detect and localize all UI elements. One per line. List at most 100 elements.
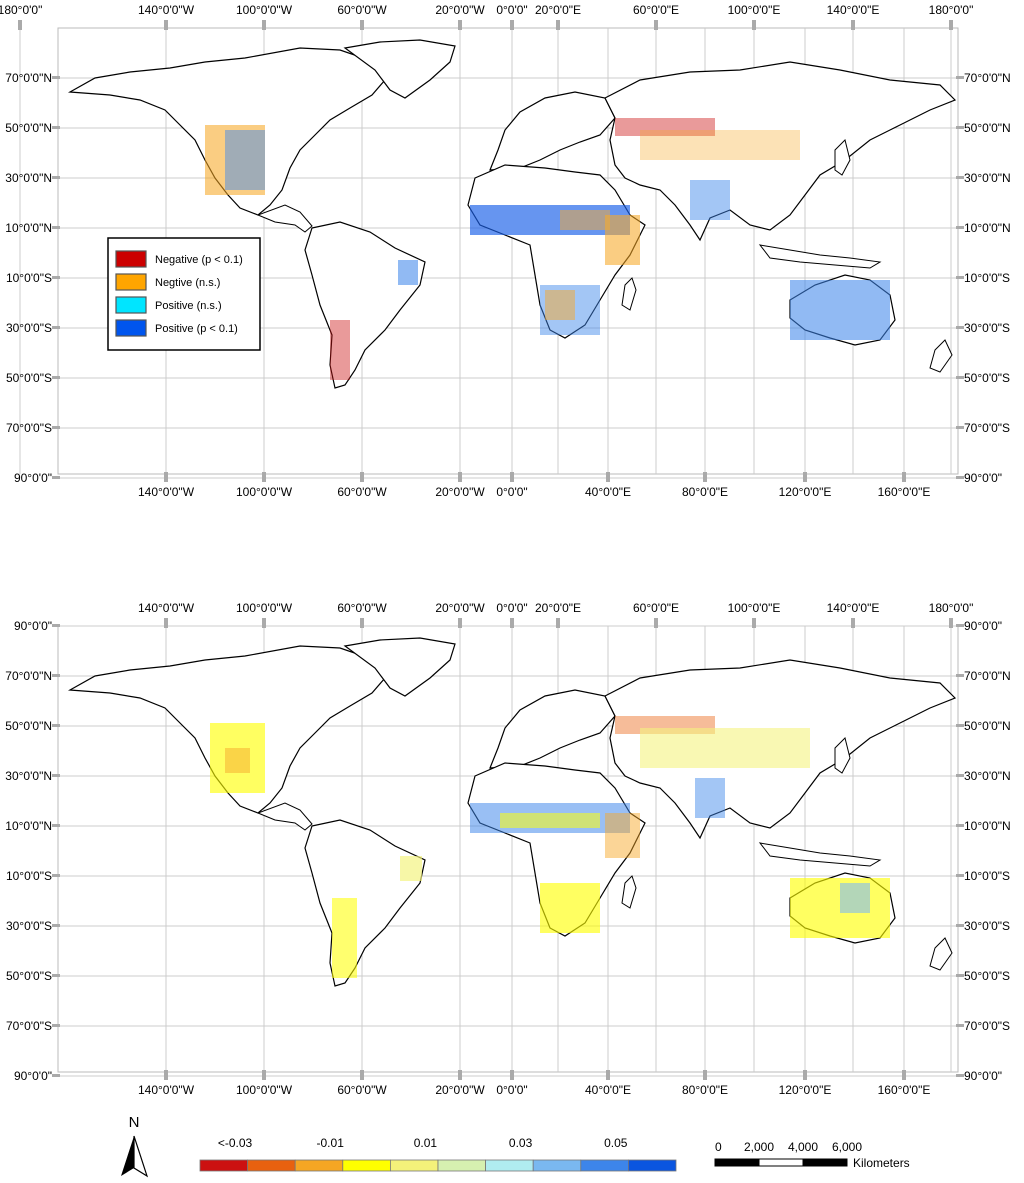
tick-mark: [956, 624, 964, 627]
tick-mark: [949, 618, 953, 628]
tick-mark: [902, 1070, 906, 1080]
tick-mark: [164, 1070, 168, 1080]
tick-mark: [360, 618, 364, 628]
tick-mark: [52, 724, 60, 727]
tick-mark: [606, 1070, 610, 1080]
longitude-label-bottom: 0°0'0": [496, 1083, 527, 1097]
north-arrow-left-half: [121, 1136, 134, 1176]
tick-mark: [956, 76, 964, 79]
map-bottom: 140°0'0"W 100°0'0"W 60°0'0"W 20°0'0"W 0°0'0"…: [5, 601, 1010, 1097]
tick-mark: [510, 1070, 514, 1080]
longitude-label-top: 0°0'0": [496, 601, 527, 615]
latitude-label-right: 50°0'0"S: [964, 969, 1010, 983]
colorbar-segment: [580, 1159, 629, 1172]
colorbar: <-0.03 -0.01 0.01 0.03 0.05: [199, 1136, 677, 1172]
tick-mark: [52, 76, 60, 79]
scale-bar-unit: Kilometers: [853, 1156, 910, 1170]
tick-mark: [956, 774, 964, 777]
longitude-label-top: 100°0'0"E: [728, 3, 781, 17]
tick-mark: [956, 824, 964, 827]
tick-mark: [556, 20, 560, 30]
latitude-label-right: 30°0'0"N: [964, 769, 1011, 783]
longitude-label-top: 140°0'0"W: [138, 3, 195, 17]
colorbar-segment: [199, 1159, 248, 1172]
latitude-label-right: 70°0'0"N: [964, 71, 1011, 85]
tick-mark: [956, 724, 964, 727]
tick-mark: [18, 20, 22, 30]
longitude-label-top: 60°0'0"E: [633, 3, 679, 17]
scale-bar-segment: [802, 1158, 848, 1167]
tick-mark: [803, 472, 807, 482]
latitude-label-right: 30°0'0"N: [964, 171, 1011, 185]
longitude-label-bottom: 20°0'0"W: [435, 485, 485, 499]
longitude-label-bottom: 120°0'0"E: [779, 1083, 832, 1097]
longitude-label-bottom: 80°0'0"E: [682, 1083, 728, 1097]
latitude-label-right: 90°0'0": [964, 1069, 1002, 1083]
legend-swatch: [115, 273, 147, 291]
longitude-label-bottom: 60°0'0"W: [337, 485, 387, 499]
longitude-label-top: 140°0'0"E: [827, 601, 880, 615]
longitude-label-top: 100°0'0"W: [236, 3, 293, 17]
tick-mark: [52, 774, 60, 777]
latitude-label-left: 10°0'0"S: [6, 869, 52, 883]
longitude-label-bottom: 0°0'0": [496, 485, 527, 499]
latitude-label-left: 10°0'0"N: [5, 221, 52, 235]
tick-mark: [360, 1070, 364, 1080]
longitude-label-top: 20°0'0"E: [535, 3, 581, 17]
longitude-label-bottom: 140°0'0"W: [138, 1083, 195, 1097]
tick-mark: [164, 618, 168, 628]
latitude-label-right: 30°0'0"S: [964, 321, 1010, 335]
map-top: 180°0'0" 140°0'0"W 100°0'0"W 60°0'0"W 20°0'0…: [0, 3, 1011, 499]
tick-mark: [606, 472, 610, 482]
tick-mark: [52, 924, 60, 927]
tick-mark: [956, 276, 964, 279]
map-bottom-coordinate-labels: 140°0'0"W 100°0'0"W 60°0'0"W 20°0'0"W 0°0'0"…: [5, 601, 1010, 1097]
longitude-label-bottom: 160°0'0"E: [878, 485, 931, 499]
tick-mark: [654, 618, 658, 628]
map-top-trend-overlay: [205, 118, 890, 380]
colorbar-label: 0.01: [414, 1136, 438, 1150]
legend: Negative (p < 0.1) Negtive (n.s.) Positive…: [107, 237, 261, 351]
tick-mark: [752, 20, 756, 30]
latitude-label-right: 70°0'0"S: [964, 1019, 1010, 1033]
latitude-label-right: 50°0'0"S: [964, 371, 1010, 385]
longitude-label-bottom: 20°0'0"W: [435, 1083, 485, 1097]
colorbar-segment: [389, 1159, 439, 1172]
latitude-label-left: 90°0'0": [14, 471, 52, 485]
latitude-label-right: 10°0'0"S: [964, 271, 1010, 285]
tick-mark: [458, 472, 462, 482]
tick-mark: [902, 472, 906, 482]
latitude-label-right: 50°0'0"N: [964, 121, 1011, 135]
longitude-label-bottom: 40°0'0"E: [585, 1083, 631, 1097]
latitude-label-left: 50°0'0"S: [6, 969, 52, 983]
tick-mark: [956, 974, 964, 977]
legend-swatch: [115, 319, 147, 337]
latitude-label-left: 30°0'0"S: [6, 321, 52, 335]
latitude-label-left: 30°0'0"N: [5, 769, 52, 783]
longitude-label-top: 0°0'0": [496, 3, 527, 17]
tick-mark: [52, 326, 60, 329]
latitude-label-left: 70°0'0"S: [6, 1019, 52, 1033]
tick-mark: [52, 874, 60, 877]
tick-mark: [956, 476, 964, 479]
longitude-label-top: 180°0'0": [929, 3, 974, 17]
latitude-label-left: 70°0'0"S: [6, 421, 52, 435]
tick-mark: [52, 1024, 60, 1027]
scale-bar: 0 2,000 4,000 6,000 Kilometers: [714, 1140, 910, 1170]
latitude-label-left: 10°0'0"N: [5, 819, 52, 833]
latitude-label-left: 30°0'0"S: [6, 919, 52, 933]
longitude-label-bottom: 140°0'0"W: [138, 485, 195, 499]
tick-mark: [52, 624, 60, 627]
map-top-coordinate-labels: 180°0'0" 140°0'0"W 100°0'0"W 60°0'0"W 20°0'0…: [0, 3, 1011, 499]
colorbar-segment: [485, 1159, 534, 1172]
tick-mark: [510, 20, 514, 30]
colorbar-segment: [247, 1159, 296, 1172]
tick-mark: [52, 974, 60, 977]
longitude-label-top: 60°0'0"E: [633, 601, 679, 615]
tick-mark: [262, 472, 266, 482]
longitude-label-top: 100°0'0"W: [236, 601, 293, 615]
longitude-label-top: 100°0'0"E: [728, 601, 781, 615]
scale-bar-segment: [714, 1158, 760, 1167]
tick-mark: [703, 1070, 707, 1080]
